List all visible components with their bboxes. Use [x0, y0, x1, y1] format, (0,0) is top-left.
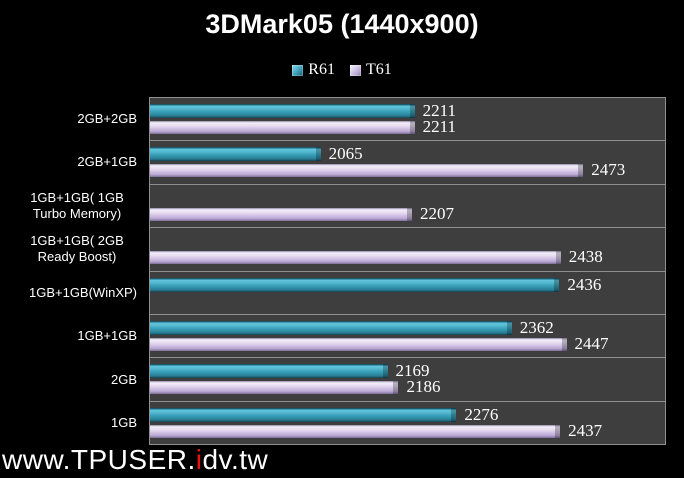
- legend-label-t61: T61: [365, 61, 392, 78]
- legend-item-t61: T61: [349, 61, 392, 79]
- category-label: 1GB+1GB: [77, 328, 137, 344]
- value-label: 2186: [406, 377, 441, 397]
- legend-swatch-t61-icon: [349, 64, 361, 76]
- category-label: 1GB+1GB( 2GB Ready Boost): [30, 233, 124, 265]
- category-band: 2169 2186: [150, 358, 665, 402]
- bar-r61: [150, 407, 457, 422]
- category-band: 2436: [150, 272, 665, 315]
- watermark-prefix: www.TPUSER.: [2, 444, 196, 475]
- watermark: www.TPUSER.idv.tw: [2, 444, 268, 475]
- value-label: 2438: [568, 247, 603, 267]
- category-band: 2207: [150, 185, 665, 229]
- bar-t61: [150, 381, 399, 395]
- value-label: 2362: [519, 317, 554, 337]
- value-label: 2276: [464, 404, 499, 424]
- chart-title: 3DMark05 (1440x900): [205, 9, 479, 39]
- category-label: 1GB+1GB(WinXP): [28, 284, 137, 300]
- bar-r61: [150, 364, 388, 379]
- category-band: 2211 2211: [150, 98, 665, 142]
- watermark-highlight: i: [195, 444, 203, 475]
- bar-t61: [150, 121, 415, 134]
- bar-r61: [150, 147, 321, 162]
- bar-t61: [150, 251, 561, 265]
- value-label: 2169: [395, 361, 430, 381]
- value-label: 2436: [567, 274, 602, 294]
- category-label: 2GB: [110, 371, 137, 387]
- legend: R61 T61: [0, 61, 684, 79]
- plot-area: 2211 2211 2065 2473 2207 2438 2436 2362 2447 2169…: [149, 97, 666, 445]
- category-label: 2GB+2GB: [77, 110, 137, 126]
- category-band: 2065 2473: [150, 141, 665, 185]
- bar-t61: [150, 424, 561, 438]
- value-label: 2065: [328, 144, 363, 164]
- bar-r61: [150, 104, 415, 118]
- value-label: 2447: [574, 333, 609, 353]
- value-label: 2211: [422, 101, 456, 120]
- category-label: 1GB: [110, 415, 137, 431]
- category-band: 2362 2447: [150, 315, 665, 359]
- watermark-suffix: dv.tw: [202, 444, 269, 475]
- bar-t61: [150, 207, 412, 221]
- value-label: 2211: [422, 117, 456, 136]
- legend-item-r61: R61: [292, 61, 335, 79]
- category-label: 2GB+1GB: [77, 154, 137, 170]
- category-band: 2276 2437: [150, 402, 665, 444]
- value-label: 2207: [420, 203, 454, 223]
- category-label: 1GB+1GB( 1GB Turbo Memory): [30, 189, 124, 221]
- bar-t61: [150, 337, 567, 351]
- bar-t61: [150, 164, 584, 178]
- value-label: 2437: [568, 420, 603, 440]
- value-label: 2473: [591, 160, 626, 180]
- legend-swatch-r61-icon: [292, 64, 304, 76]
- bar-r61: [150, 320, 512, 335]
- bar-r61: [150, 277, 560, 292]
- legend-label-r61: R61: [308, 61, 335, 78]
- category-band: 2438: [150, 228, 665, 272]
- category-axis: 2GB+2GB 2GB+1GB 1GB+1GB( 1GB Turbo Memory)…: [0, 97, 137, 445]
